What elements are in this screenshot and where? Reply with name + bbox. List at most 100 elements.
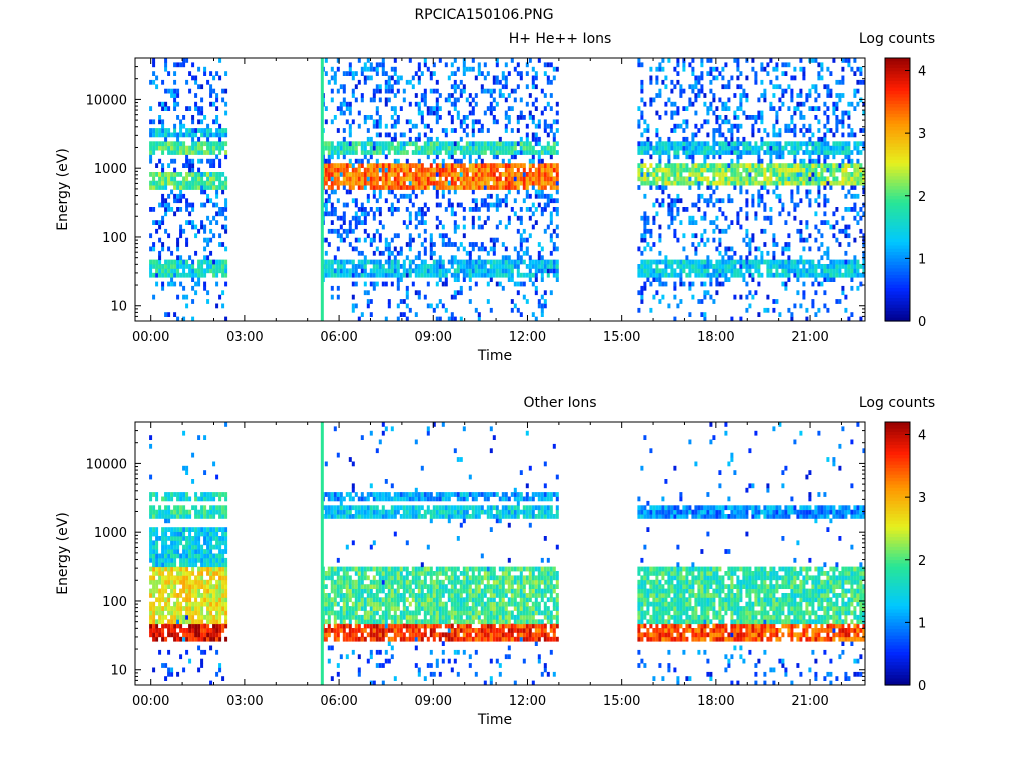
spectrogram-cell	[438, 141, 442, 147]
spectrogram-cell	[796, 167, 800, 173]
spectrogram-cell	[799, 176, 803, 182]
spectrogram-cell	[471, 176, 475, 182]
spectrogram-cell	[203, 272, 207, 278]
spectrogram-cell	[188, 588, 192, 594]
spectrogram-cell	[847, 154, 851, 160]
spectrogram-cell	[730, 128, 734, 133]
spectrogram-cell	[655, 272, 659, 278]
spectrogram-cell	[206, 198, 210, 204]
spectrogram-cell	[718, 132, 722, 138]
spectrogram-cell	[682, 176, 686, 182]
spectrogram-cell	[152, 610, 156, 616]
spectrogram-cell	[685, 272, 689, 278]
spectrogram-cell	[844, 233, 848, 239]
spectrogram-cell	[495, 150, 499, 155]
spectrogram-cell	[712, 145, 716, 151]
spectrogram-cell	[408, 176, 412, 182]
spectrogram-cell	[543, 264, 547, 269]
spectrogram-cell	[661, 198, 665, 204]
spectrogram-cell	[354, 172, 358, 177]
spectrogram-cell	[468, 167, 472, 173]
colorbar-swatch	[885, 265, 910, 269]
spectrogram-cell	[426, 172, 430, 177]
spectrogram-cell	[167, 106, 171, 111]
spectrogram-cell	[640, 115, 644, 120]
spectrogram-cell	[790, 119, 794, 125]
spectrogram-cell	[342, 141, 346, 147]
spectrogram-cell	[188, 150, 192, 155]
spectrogram-cell	[856, 268, 860, 274]
spectrogram-cell	[185, 492, 189, 497]
spectrogram-cell	[691, 242, 695, 247]
spectrogram-cell	[727, 79, 731, 85]
spectrogram-cell	[435, 272, 439, 278]
spectrogram-cell	[453, 180, 457, 186]
spectrogram-cell	[661, 294, 665, 300]
spectrogram-cell	[459, 163, 463, 168]
spectrogram-cell	[787, 172, 791, 177]
spectrogram-cell	[179, 610, 183, 616]
spectrogram-cell	[152, 246, 156, 252]
spectrogram-cell	[197, 145, 201, 151]
spectrogram-cell	[324, 189, 328, 195]
spectrogram-cell	[772, 84, 776, 90]
spectrogram-cell	[200, 110, 204, 116]
spectrogram-cell	[399, 150, 403, 155]
spectrogram-cell	[808, 106, 812, 111]
spectrogram-cell	[808, 154, 812, 160]
spectrogram-cell	[664, 163, 668, 168]
spectrogram-cell	[164, 518, 168, 524]
spectrogram-cell	[528, 264, 532, 269]
spectrogram-cell	[381, 180, 385, 186]
spectrogram-cell	[435, 115, 439, 120]
spectrogram-cell	[552, 180, 556, 186]
colorbar-swatch	[885, 107, 910, 112]
spectrogram-cell	[188, 619, 192, 625]
spectrogram-cell	[182, 536, 186, 541]
spectrogram-cell	[712, 75, 716, 81]
spectrogram-cell	[381, 172, 385, 177]
spectrogram-cell	[408, 136, 412, 142]
spectrogram-cell	[793, 66, 797, 72]
spectrogram-cell	[203, 632, 207, 638]
spectrogram-cell	[552, 132, 556, 138]
spectrogram-cell	[224, 316, 228, 322]
spectrogram-cell	[706, 119, 710, 125]
spectrogram-cell	[808, 259, 812, 265]
spectrogram-cell	[856, 220, 860, 225]
spectrogram-cell	[215, 193, 219, 199]
spectrogram-cell	[781, 207, 785, 212]
spectrogram-cell	[477, 180, 481, 186]
spectrogram-cell	[793, 163, 797, 168]
spectrogram-cell	[462, 88, 466, 94]
spectrogram-cell	[375, 71, 379, 76]
spectrogram-cell	[706, 255, 710, 261]
spectrogram-cell	[348, 268, 352, 274]
spectrogram-cell	[691, 101, 695, 107]
spectrogram-cell	[540, 259, 544, 265]
spectrogram-cell	[643, 233, 647, 239]
spectrogram-cell	[420, 110, 424, 116]
y-tick-label: 10	[110, 300, 127, 315]
spectrogram-cell	[164, 575, 168, 581]
spectrogram-cell	[200, 189, 204, 195]
spectrogram-cell	[426, 154, 430, 160]
spectrogram-cell	[384, 316, 388, 322]
spectrogram-cell	[772, 237, 776, 243]
spectrogram-cell	[859, 180, 863, 186]
spectrogram-cell	[540, 176, 544, 182]
spectrogram-cell	[670, 198, 674, 204]
spectrogram-cell	[766, 272, 770, 278]
spectrogram-cell	[417, 132, 421, 138]
spectrogram-cell	[721, 228, 725, 234]
spectrogram-cell	[859, 228, 863, 234]
spectrogram-cell	[679, 180, 683, 186]
spectrogram-cell	[835, 128, 839, 133]
spectrogram-cell	[221, 180, 225, 186]
spectrogram-cell	[823, 132, 827, 138]
spectrogram-cell	[423, 211, 427, 217]
spectrogram-cell	[339, 233, 343, 239]
spectrogram-cell	[158, 220, 162, 225]
spectrogram-cell	[799, 167, 803, 173]
spectrogram-cell	[844, 264, 848, 269]
